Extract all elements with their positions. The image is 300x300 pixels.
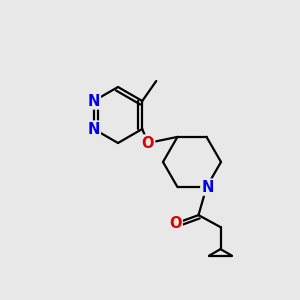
Text: N: N <box>201 180 214 195</box>
Text: N: N <box>88 122 100 136</box>
Text: O: O <box>169 216 182 231</box>
Text: N: N <box>88 94 100 109</box>
Text: O: O <box>142 136 154 151</box>
